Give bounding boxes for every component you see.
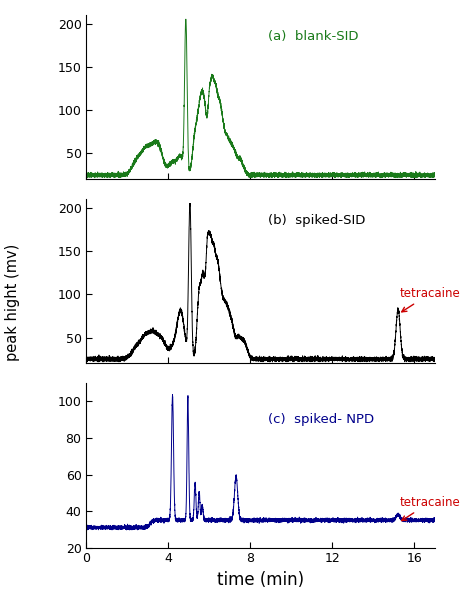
Text: (b)  spiked-SID: (b) spiked-SID bbox=[268, 214, 365, 226]
Text: (a)  blank-SID: (a) blank-SID bbox=[268, 30, 358, 43]
Text: tetracaine: tetracaine bbox=[400, 287, 461, 312]
Text: peak hight (mv): peak hight (mv) bbox=[5, 243, 20, 361]
X-axis label: time (min): time (min) bbox=[217, 571, 304, 589]
Text: tetracaine: tetracaine bbox=[400, 495, 461, 521]
Text: (c)  spiked- NPD: (c) spiked- NPD bbox=[268, 413, 374, 426]
